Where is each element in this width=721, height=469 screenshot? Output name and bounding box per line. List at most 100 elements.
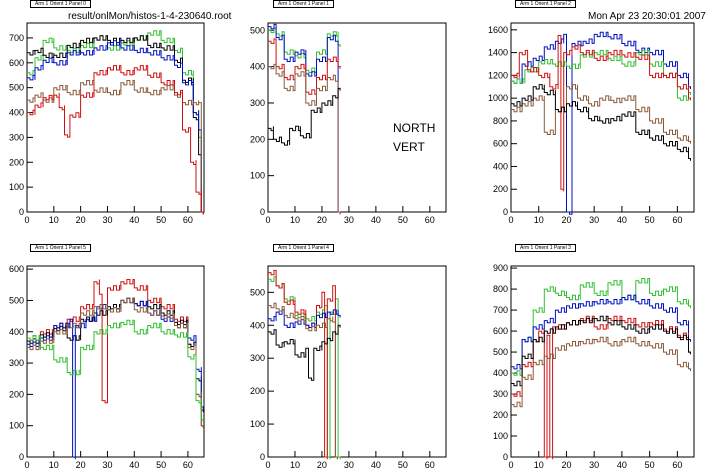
- panel-5: 0 10 20 30 40 50 60010020030040050060070080090…: [493, 263, 695, 469]
- panel-title-5: Arm 1 Orient 1 Panel 3: [515, 244, 576, 252]
- y-tick-label: 0: [260, 452, 265, 462]
- y-tick-label: 100: [493, 431, 508, 441]
- x-tick-label: 0: [265, 460, 270, 469]
- x-tick-label: 50: [156, 460, 166, 469]
- y-tick-label: 400: [9, 108, 24, 118]
- y-tick-label: 600: [493, 326, 508, 336]
- y-tick-label: 500: [9, 295, 24, 305]
- x-tick-label: 30: [344, 460, 354, 469]
- series-red: [511, 35, 691, 192]
- y-tick-label: 500: [9, 83, 24, 93]
- y-tick-label: 300: [250, 98, 265, 108]
- y-tick-label: 600: [9, 58, 24, 68]
- x-tick-label: 10: [534, 460, 544, 469]
- y-tick-label: 300: [250, 353, 265, 363]
- x-tick-label: 20: [317, 215, 327, 225]
- y-tick-label: 500: [250, 287, 265, 297]
- y-tick-label: 300: [9, 358, 24, 368]
- panel-2: 0 10 20 30 40 50 60020040060080010001200140016…: [488, 22, 695, 225]
- series-blue: [511, 31, 691, 215]
- x-tick-label: 60: [425, 460, 435, 469]
- x-tick-label: 50: [398, 460, 408, 469]
- x-tick-label: 0: [265, 215, 270, 225]
- panel-title-4: Arm 1 Orient 1 Panel 4: [273, 244, 334, 252]
- x-tick-label: 30: [344, 215, 354, 225]
- y-tick-label: 200: [9, 389, 24, 399]
- x-tick-label: 50: [156, 215, 166, 225]
- y-tick-label: 1600: [488, 25, 508, 35]
- panel-1: 0 10 20 30 40 50 60 0 100 200 300 400 500: [250, 22, 447, 225]
- plot-frame: [510, 265, 695, 458]
- x-tick-label: 20: [561, 460, 571, 469]
- y-tick-label: 900: [493, 263, 508, 273]
- y-tick-label: 200: [9, 157, 24, 167]
- y-tick-label: 600: [493, 139, 508, 149]
- y-tick-label: 0: [503, 452, 508, 462]
- y-tick-label: 800: [493, 284, 508, 294]
- x-tick-label: 60: [672, 460, 682, 469]
- plot-frame: [267, 22, 447, 213]
- x-tick-label: 40: [129, 215, 139, 225]
- x-tick-label: 60: [183, 215, 193, 225]
- x-tick-label: 40: [617, 215, 627, 225]
- x-tick-label: 30: [589, 215, 599, 225]
- series-brown: [511, 336, 691, 408]
- y-tick-label: 100: [250, 419, 265, 429]
- y-tick-label: 100: [9, 421, 24, 431]
- series-green: [268, 276, 341, 460]
- file-path-label: result/onlMon/histos-1-4-230640.root: [68, 11, 232, 22]
- y-tick-label: 1400: [488, 48, 508, 58]
- x-tick-label: 0: [24, 215, 29, 225]
- series-blue: [268, 23, 341, 215]
- x-tick-label: 0: [508, 460, 513, 469]
- y-tick-label: 400: [250, 62, 265, 72]
- x-tick-label: 40: [129, 460, 139, 469]
- y-tick-label: 600: [9, 264, 24, 274]
- series-brown: [27, 297, 204, 428]
- series-green: [27, 30, 204, 215]
- x-tick-label: 20: [561, 215, 571, 225]
- series-red: [268, 38, 341, 95]
- series-red: [27, 65, 204, 215]
- x-tick-label: 50: [645, 215, 655, 225]
- series-blue: [511, 294, 691, 370]
- x-tick-label: 0: [508, 215, 513, 225]
- y-tick-label: 1200: [488, 70, 508, 80]
- x-tick-label: 40: [371, 215, 381, 225]
- y-tick-label: 300: [9, 132, 24, 142]
- y-tick-label: 1000: [488, 93, 508, 103]
- y-tick-label: 0: [260, 207, 265, 217]
- series-black: [268, 87, 341, 146]
- y-tick-label: 500: [250, 25, 265, 35]
- y-tick-label: 200: [250, 386, 265, 396]
- x-tick-label: 60: [425, 215, 435, 225]
- series-green: [27, 319, 204, 422]
- y-tick-label: 200: [250, 134, 265, 144]
- x-tick-label: 20: [76, 215, 86, 225]
- series-brown: [511, 84, 691, 144]
- series-green: [511, 278, 691, 376]
- x-tick-label: 0: [24, 460, 29, 469]
- x-tick-label: 10: [49, 215, 59, 225]
- x-tick-label: 60: [672, 215, 682, 225]
- y-tick-label: 400: [493, 368, 508, 378]
- y-tick-label: 400: [250, 320, 265, 330]
- series-green: [511, 49, 691, 101]
- x-tick-label: 50: [645, 460, 655, 469]
- x-tick-label: 40: [371, 460, 381, 469]
- x-tick-label: 40: [617, 460, 627, 469]
- y-tick-label: 0: [19, 207, 24, 217]
- series-black: [511, 315, 691, 387]
- y-tick-label: 700: [9, 33, 24, 43]
- panel-4: 0 10 20 30 40 50 60 0 100 200 300 400 500: [250, 265, 447, 469]
- panel-title-2: Arm 1 Orient 1 Panel 2: [515, 0, 576, 8]
- panel-title-1: Arm 1 Orient 1 Panel 1: [273, 0, 334, 8]
- x-tick-label: 10: [290, 460, 300, 469]
- overlay-north: NORTH: [393, 121, 436, 135]
- x-tick-label: 60: [183, 460, 193, 469]
- timestamp-label: Mon Apr 23 20:30:01 2007: [588, 11, 706, 22]
- plot-frame: [267, 265, 447, 458]
- series-brown: [268, 63, 341, 215]
